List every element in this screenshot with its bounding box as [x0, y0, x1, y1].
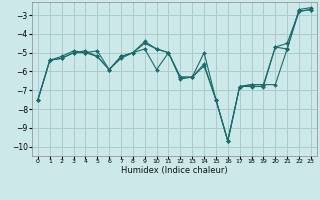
X-axis label: Humidex (Indice chaleur): Humidex (Indice chaleur)	[121, 166, 228, 175]
